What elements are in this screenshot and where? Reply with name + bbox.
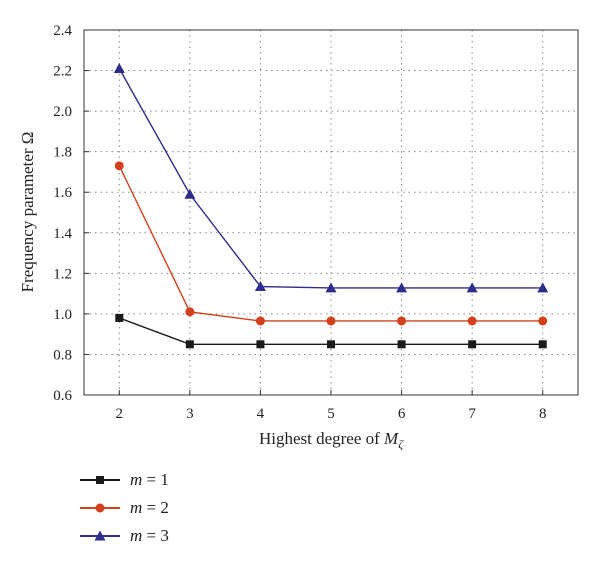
y-tick-label: 2.2: [53, 64, 72, 80]
x-axis-title-prefix: Highest degree of: [259, 429, 384, 448]
data-point: [325, 282, 337, 293]
data-point: [468, 340, 477, 349]
x-tick-label: 3: [186, 406, 194, 422]
data-point: [397, 316, 407, 326]
legend-item: m = 2: [80, 494, 169, 522]
y-tick-label: 1.2: [53, 266, 72, 282]
y-tick-label: 1.6: [53, 185, 72, 201]
data-point: [256, 340, 265, 349]
x-tick-labels: 2 3 4 5 6 7 8: [116, 406, 547, 422]
y-tick-label: 0.6: [53, 388, 72, 404]
x-axis-title: Highest degree of Mζ: [259, 429, 404, 451]
legend-swatch: [80, 498, 120, 518]
x-axis-title-symbol: M: [383, 429, 399, 448]
legend-marker: [95, 503, 105, 513]
data-point: [184, 188, 196, 199]
legend-swatch: [80, 470, 120, 490]
legend-label: m = 2: [130, 498, 169, 517]
y-tick-label: 2.4: [53, 23, 72, 39]
y-tick-label: 1.0: [53, 307, 72, 323]
data-point: [326, 316, 336, 326]
y-tick-label: 0.8: [53, 347, 72, 363]
y-axis-title: Frequency parameter Ω: [18, 132, 37, 293]
data-point: [113, 63, 125, 74]
data-point: [537, 282, 549, 293]
grid-lines: [84, 30, 578, 395]
legend-item: m = 3: [80, 522, 169, 550]
data-point: [254, 281, 266, 292]
legend: m = 1 m = 2 m = 3: [80, 466, 169, 550]
y-tick-label: 1.4: [53, 226, 72, 242]
series-2: [114, 161, 548, 326]
legend-label: m = 1: [130, 470, 169, 489]
series-3: [113, 63, 549, 293]
series-1: [115, 313, 547, 349]
y-tick-labels: 0.6 0.8 1.0 1.2 1.4 1.6 1.8 2.0 2.2 2.4: [53, 23, 72, 404]
data-point: [538, 316, 548, 326]
data-point: [255, 316, 265, 326]
x-axis-title-subscript: ζ: [398, 437, 404, 451]
x-tick-label: 4: [257, 406, 265, 422]
data-point: [115, 313, 124, 322]
legend-label: m = 3: [130, 526, 169, 545]
data-point: [185, 307, 195, 317]
legend-item: m = 1: [80, 466, 169, 494]
data-point: [327, 340, 335, 349]
series-line: [118, 165, 543, 322]
data-point: [538, 340, 547, 349]
legend-swatch: [80, 526, 120, 546]
data-point: [396, 282, 408, 293]
x-tick-label: 6: [398, 406, 406, 422]
y-tick-label: 1.8: [53, 145, 72, 161]
y-tick-label: 2.0: [53, 104, 72, 120]
x-tick-label: 2: [116, 406, 124, 422]
data-point: [185, 340, 194, 349]
tick-marks: [84, 29, 544, 396]
series-layer: [113, 63, 549, 349]
data-point: [467, 316, 477, 326]
data-point: [114, 161, 124, 171]
x-tick-label: 5: [327, 406, 335, 422]
legend-marker: [96, 476, 104, 484]
x-tick-label: 8: [539, 406, 547, 422]
legend-marker: [94, 530, 106, 541]
series-line: [118, 68, 543, 289]
data-point: [397, 340, 406, 349]
x-tick-label: 7: [468, 406, 476, 422]
data-point: [466, 282, 478, 293]
